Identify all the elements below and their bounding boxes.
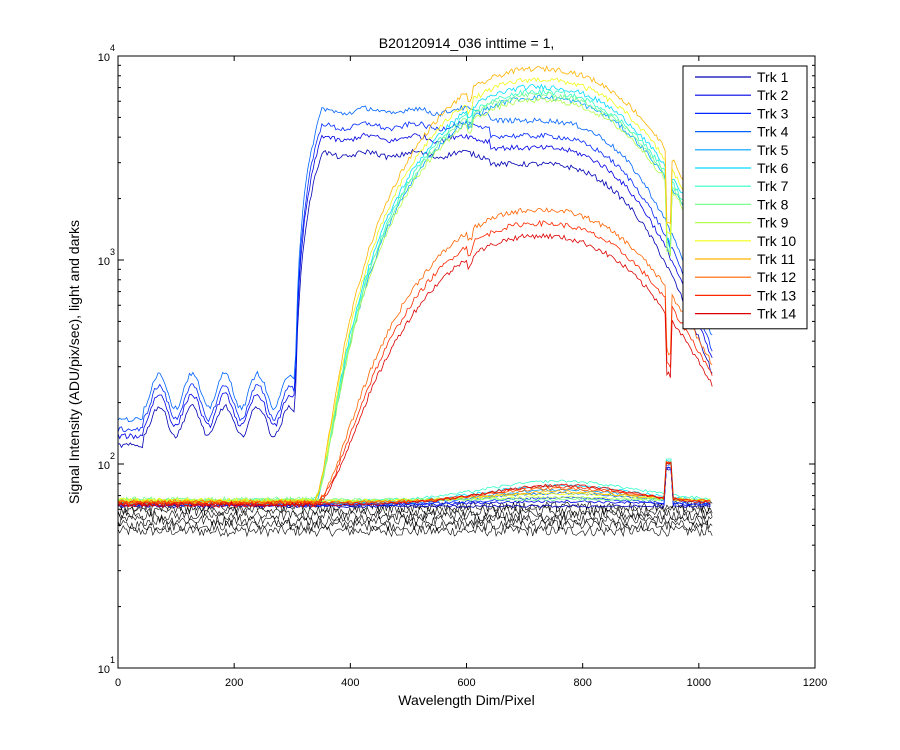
x-tick-label: 1200: [803, 677, 827, 689]
x-tick-label: 1000: [687, 677, 711, 689]
x-axis: 0 200 400 600 800 1000 1200: [115, 56, 827, 689]
legend: Trk 1 Trk 2 Trk 3 Trk 4 Trk 5 Trk 6 Trk 7 Trk 8…: [682, 65, 808, 330]
legend-label: Trk 14: [757, 306, 796, 322]
x-tick-label: 800: [573, 677, 591, 689]
series-line-trk-12: [117, 207, 713, 506]
legend-label: Trk 6: [757, 160, 789, 176]
dark-frame-line: [117, 519, 713, 532]
legend-label: Trk 7: [757, 178, 789, 194]
y-tick-exponent: 4: [110, 43, 115, 53]
y-tick-exponent: 3: [110, 247, 115, 257]
legend-label: Trk 4: [757, 124, 789, 140]
legend-label: Trk 9: [757, 215, 789, 231]
y-tick-label: 10: [98, 460, 110, 472]
y-tick-label: 10: [98, 664, 110, 676]
series-line-trk-14: [117, 232, 713, 509]
series-line-trk-13: [117, 219, 713, 508]
y-tick-exponent: 1: [110, 655, 115, 665]
legend-label: Trk 5: [757, 142, 789, 158]
legend-label: Trk 11: [757, 251, 795, 267]
x-axis-label: Wavelength Dim/Pixel: [398, 692, 534, 708]
legend-label: Trk 2: [757, 87, 789, 103]
y-tick-label: 10: [98, 256, 110, 268]
series-line-trk-2: [117, 132, 713, 440]
legend-label: Trk 10: [757, 233, 796, 249]
legend-label: Trk 3: [757, 105, 789, 121]
y-tick-label: 10: [98, 52, 110, 64]
chart-title: B20120914_036 inttime = 1,: [379, 35, 555, 51]
y-tick-exponent: 2: [110, 451, 115, 461]
x-tick-label: 400: [341, 677, 359, 689]
series-layer: [117, 65, 713, 509]
legend-label: Trk 12: [757, 269, 796, 285]
x-tick-label: 200: [225, 677, 243, 689]
dark-frame-line: [117, 514, 713, 527]
legend-label: Trk 1: [757, 69, 789, 85]
x-tick-label: 0: [115, 677, 121, 689]
series-line-trk-11: [117, 65, 713, 506]
x-tick-label: 600: [457, 677, 475, 689]
dark-frame-line: [117, 525, 713, 538]
legend-box: [682, 65, 808, 330]
series-line-trk-3: [117, 120, 713, 433]
dark-frame-line: [117, 504, 713, 518]
legend-label: Trk 8: [757, 196, 789, 212]
y-axis-label: Signal Intensity (ADU/pix/sec), light an…: [66, 220, 82, 504]
series-dark-trk-14: [117, 461, 711, 507]
series-line-trk-1: [117, 148, 713, 449]
dark-frame-line: [117, 509, 713, 522]
legend-label: Trk 13: [757, 287, 796, 303]
series-line-trk-4: [117, 104, 713, 423]
